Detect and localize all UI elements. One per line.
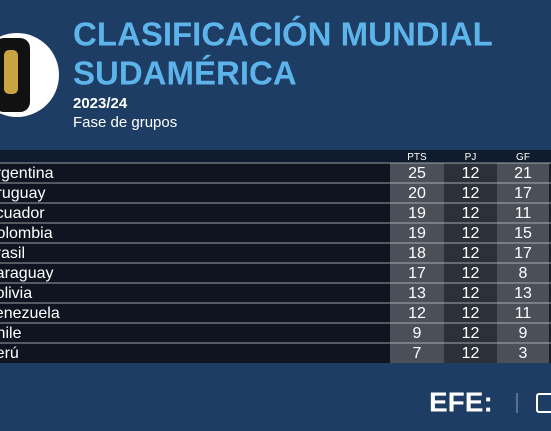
title: SUDAMÉRICA xyxy=(73,55,297,92)
cell-value: 17 xyxy=(514,185,532,202)
cell xyxy=(549,343,551,363)
cell xyxy=(497,183,549,203)
cell xyxy=(549,163,551,183)
cell xyxy=(444,163,497,183)
cell xyxy=(549,223,551,243)
team-name: Venezuela xyxy=(0,305,60,322)
cell xyxy=(444,343,497,363)
cell-value: 17 xyxy=(408,265,426,282)
cell xyxy=(390,323,444,343)
cell-value: 12 xyxy=(462,345,480,362)
cell xyxy=(549,203,551,223)
title: CLASIFICACIÓN MUNDIAL xyxy=(73,16,493,53)
cell-value: 12 xyxy=(462,325,480,342)
cell xyxy=(497,243,549,263)
cell xyxy=(549,283,551,303)
cell-value: 12 xyxy=(462,245,480,262)
cell-value: 12 xyxy=(462,205,480,222)
cell-value: 3 xyxy=(519,345,528,362)
cell xyxy=(390,303,444,323)
cell-value: 20 xyxy=(408,185,426,202)
cell xyxy=(444,323,497,343)
cell xyxy=(390,203,444,223)
cell xyxy=(444,263,497,283)
cell-value: 12 xyxy=(462,165,480,182)
cell xyxy=(497,283,549,303)
cell-value: 19 xyxy=(408,205,426,222)
cell-value: 13 xyxy=(514,285,532,302)
cell xyxy=(444,183,497,203)
cell-value: 18 xyxy=(408,245,426,262)
cell-value: 15 xyxy=(514,225,532,242)
team-name: Argentina xyxy=(0,165,54,182)
cell xyxy=(390,343,444,363)
cell xyxy=(549,243,551,263)
cell xyxy=(390,163,444,183)
header-row xyxy=(0,150,551,163)
cell xyxy=(497,223,549,243)
cell xyxy=(390,243,444,263)
column-header: PJ xyxy=(465,152,477,163)
logo-trophy xyxy=(4,50,18,94)
cell xyxy=(497,303,549,323)
cell-value: 8 xyxy=(519,265,528,282)
cell-value: 7 xyxy=(413,345,422,362)
team-name: Chile xyxy=(0,325,22,342)
cell-value: 9 xyxy=(413,325,422,342)
cell-value: 11 xyxy=(515,205,532,222)
team-name: Uruguay xyxy=(0,185,45,202)
cell xyxy=(390,183,444,203)
standings-table: PTS PJ GF Argentina 25 12 21 Uruguay 20 12 17 Ecuad… xyxy=(0,150,551,363)
cell-value: 9 xyxy=(519,325,528,342)
cell xyxy=(444,303,497,323)
cell-value: 13 xyxy=(408,285,426,302)
cell-value: 12 xyxy=(462,185,480,202)
cell xyxy=(497,263,549,283)
cell xyxy=(497,343,549,363)
icon xyxy=(536,393,551,413)
season: 2023/24 xyxy=(73,95,128,112)
column-header: GF xyxy=(516,152,530,163)
cell xyxy=(497,163,549,183)
logo xyxy=(0,33,59,117)
cell-value: 12 xyxy=(462,285,480,302)
cell xyxy=(549,263,551,283)
cell-value: 12 xyxy=(462,265,480,282)
team-name: Colombia xyxy=(0,225,53,242)
cell-value: 25 xyxy=(408,165,426,182)
cell-value: 19 xyxy=(408,225,426,242)
cell xyxy=(444,243,497,263)
cell xyxy=(497,323,549,343)
team-name: Brasil xyxy=(0,245,25,262)
cell-value: 11 xyxy=(515,305,532,322)
brand: EFE: xyxy=(429,386,493,417)
cell xyxy=(444,283,497,303)
cell-value: 12 xyxy=(462,225,480,242)
column-header: PTS xyxy=(407,152,427,163)
cell xyxy=(497,203,549,223)
cell-value: 12 xyxy=(408,305,426,322)
cell xyxy=(444,203,497,223)
cell xyxy=(390,263,444,283)
cell xyxy=(549,303,551,323)
cell xyxy=(444,223,497,243)
cell-value: 12 xyxy=(462,305,480,322)
cell xyxy=(549,183,551,203)
team-name: Ecuador xyxy=(0,205,45,222)
phase: Fase de grupos xyxy=(73,114,177,131)
cell xyxy=(390,283,444,303)
team-name: Bolivia xyxy=(0,285,32,302)
cell-value: 17 xyxy=(514,245,532,262)
cell-value: 21 xyxy=(514,165,532,182)
cell xyxy=(390,223,444,243)
cell xyxy=(549,323,551,343)
team-name: Paraguay xyxy=(0,265,54,282)
team-name: Perú xyxy=(0,345,19,362)
